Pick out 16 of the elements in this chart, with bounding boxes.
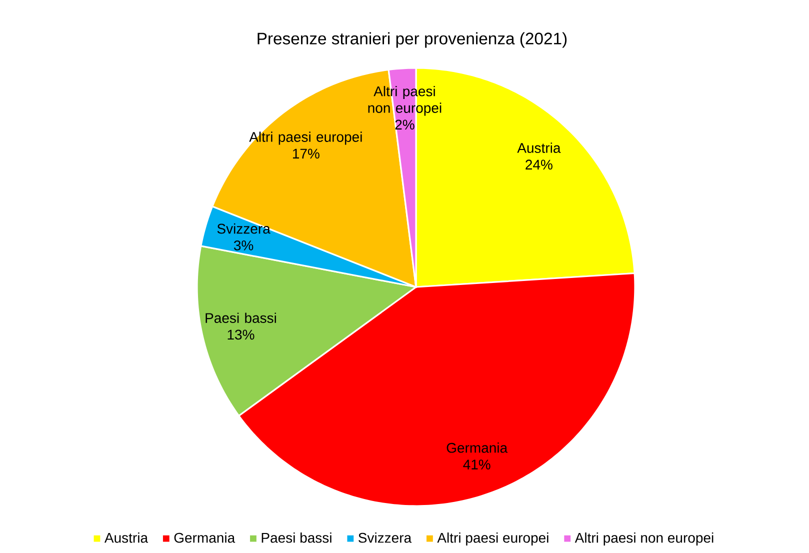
slice-label: Paesi bassi: [206, 312, 276, 323]
legend-label: Paesi bassi: [262, 532, 332, 543]
legend-label: Austria: [104, 532, 148, 543]
data-label: 17%: [292, 148, 320, 159]
data-label: 24%: [526, 160, 552, 170]
slice-label: Svizzera: [217, 223, 270, 234]
data-label: 13%: [228, 330, 254, 340]
slice-label: Austria: [517, 142, 561, 153]
slice-label: Germania: [446, 442, 508, 453]
legend-label: Svizzera: [358, 532, 412, 543]
data-label: 3%: [234, 240, 254, 250]
data-label: 41%: [463, 460, 490, 470]
chart-title: Presenze stranieri per provenienza (2021): [258, 32, 567, 48]
legend-label: Germania: [174, 532, 236, 543]
legend-label: Altri paesi non europei: [574, 532, 714, 546]
legend-label: Altri paesi europei: [437, 532, 548, 546]
